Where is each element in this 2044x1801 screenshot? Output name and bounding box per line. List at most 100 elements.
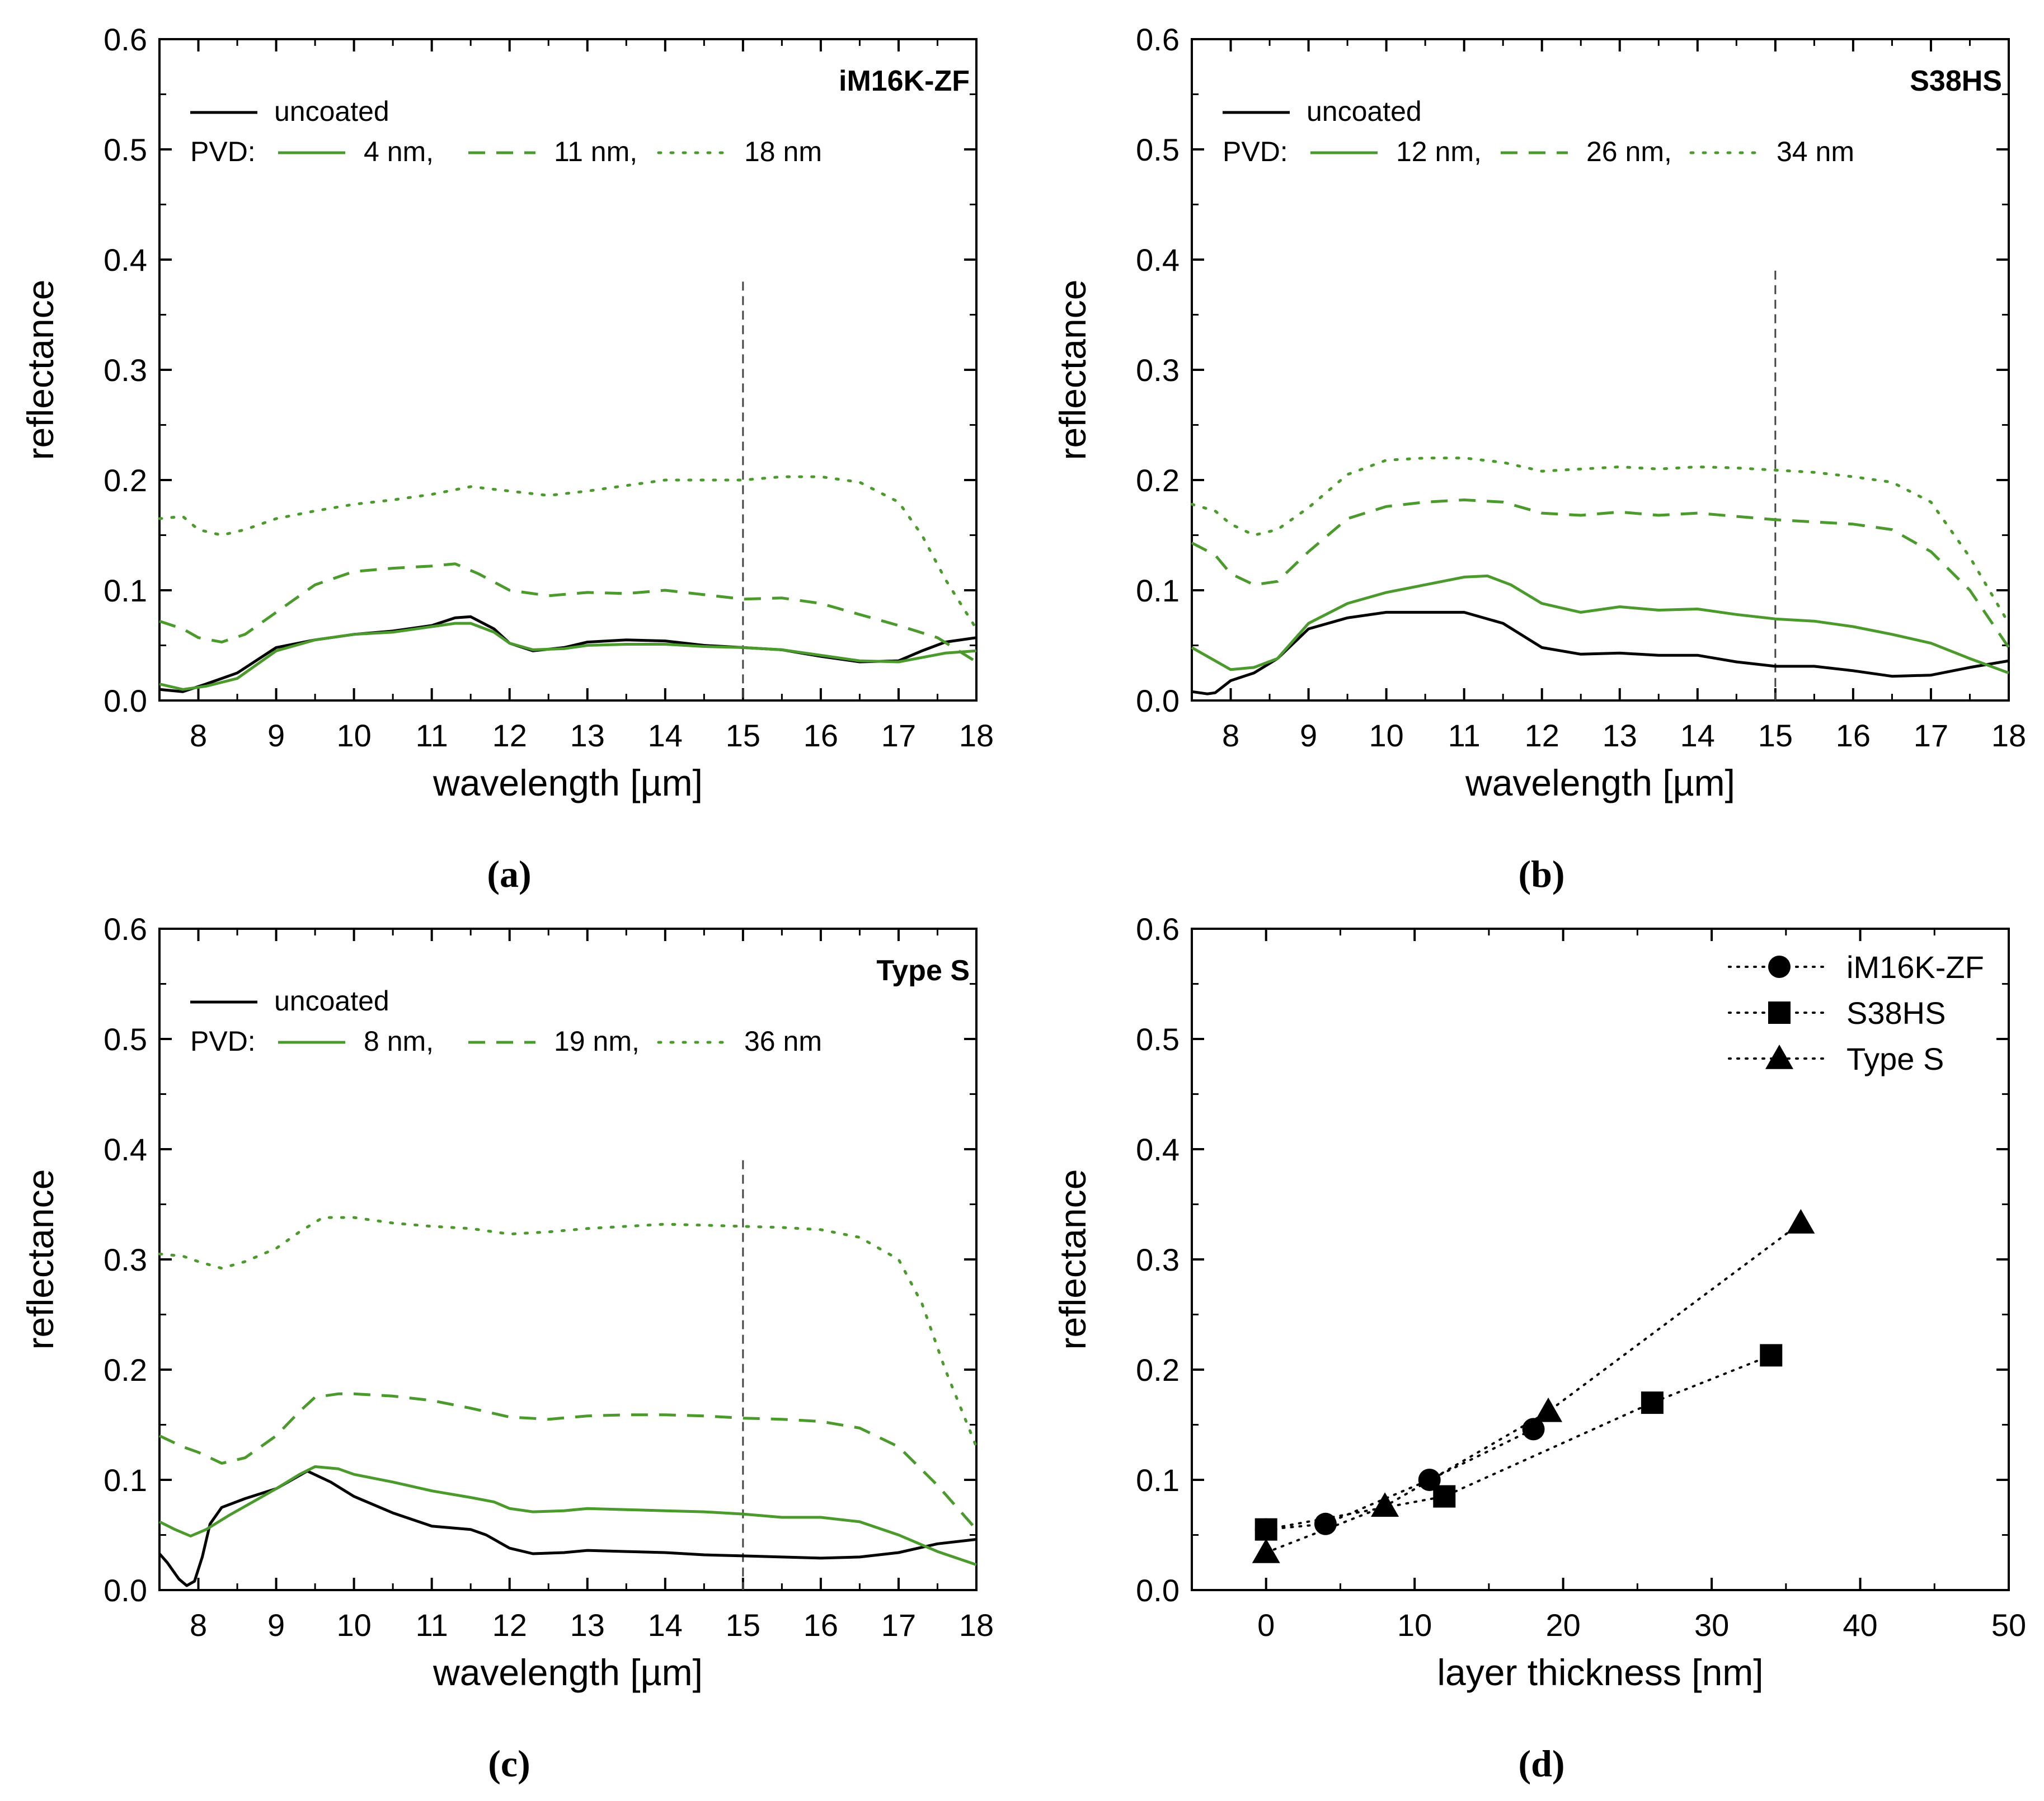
x-tick-label: 13 [1603,718,1637,753]
series-line-26-nm [1191,499,2010,648]
legend-label-uncoated: uncoated [274,985,389,1017]
x-tick-label: 18 [1991,718,2026,753]
legend-label-thickness: 19 nm, [554,1026,640,1057]
series-line-34-nm [1190,457,2010,625]
y-tick-label: 0.1 [104,573,147,608]
legend-marker-triangle [1765,1045,1793,1069]
legend-marker-circle [1768,956,1791,978]
panel-caption: (a) [487,853,531,895]
legend-label-thickness: 26 nm, [1586,136,1672,167]
data-point-triangle [1534,1397,1563,1422]
x-tick-label: 10 [1369,718,1403,753]
series-line-Type S [1265,1222,1802,1554]
legend-label: S38HS [1846,995,1946,1031]
x-tick-label: 20 [1545,1607,1580,1643]
y-tick-label: 0.2 [1136,1352,1180,1388]
x-tick-label: 9 [267,718,285,753]
series-line-S38HS [1265,1354,1773,1531]
x-tick-label: 14 [648,1607,683,1643]
y-tick-label: 0.3 [104,1242,147,1277]
x-tick-label: 11 [416,1607,448,1643]
y-tick-label: 0.1 [1136,1463,1180,1498]
x-tick-label: 13 [570,718,605,753]
y-tick-label: 0.5 [104,132,147,167]
data-point-triangle [1787,1208,1815,1234]
x-tick-label: 50 [1991,1607,2026,1643]
y-tick-label: 0.0 [1136,1573,1180,1608]
data-point-square [1433,1485,1456,1508]
x-tick-label: 9 [267,1607,285,1643]
data-point-square [1254,1518,1277,1541]
x-tick-label: 0 [1257,1607,1275,1643]
x-tick-label: 11 [1448,718,1481,753]
x-tick-label: 30 [1694,1607,1729,1643]
legend-label-pvd: PVD: [1223,136,1288,167]
x-axis-label: wavelength [µm] [433,762,703,803]
legend-label-thickness: 4 nm, [364,136,434,167]
y-tick-label: 0.4 [1136,242,1180,278]
legend-label-pvd: PVD: [190,1026,256,1057]
series-line-19-nm [158,1392,978,1531]
x-tick-label: 8 [190,1607,207,1643]
legend-label-thickness: 18 nm [744,136,822,167]
x-tick-label: 18 [959,718,994,753]
x-tick-label: 12 [492,718,527,753]
legend-label: Type S [1846,1041,1944,1076]
panel-caption: (d) [1518,1742,1564,1785]
legend-label: iM16K-ZF [1846,949,1984,985]
data-point-circle [1314,1512,1337,1535]
y-tick-label: 0.5 [104,1022,147,1057]
x-axis-label: layer thickness [nm] [1437,1652,1763,1693]
x-tick-label: 17 [881,1607,916,1643]
y-axis-label: reflectance [20,280,61,460]
y-tick-label: 0.3 [1136,352,1180,388]
panel-a-reflectance-chart: 0.0 0.1 0.2 0.3 0.4 0.5 0.6 8 9 10 11 12 13 14 15 16 17 1… [20,22,994,895]
x-tick-label: 17 [881,718,916,753]
y-tick-label: 0.4 [104,1132,147,1167]
x-tick-label: 18 [959,1607,994,1643]
x-tick-label: 8 [190,718,207,753]
y-tick-label: 0.2 [104,1352,147,1388]
legend-label-thickness: 34 nm [1777,136,1854,167]
x-tick-label: 15 [726,1607,760,1643]
data-point-square [1760,1344,1783,1367]
y-tick-label: 0.1 [1136,573,1180,608]
legend-label-thickness: 36 nm [744,1026,822,1057]
y-tick-label: 0.6 [104,911,147,947]
panel-title: S38HS [1910,65,2002,97]
y-tick-label: 0.2 [1136,463,1180,498]
y-axis-label: reflectance [1052,1169,1093,1350]
data-point-square [1641,1391,1664,1414]
series-line-18-nm [158,475,978,631]
y-tick-label: 0.0 [104,1573,147,1608]
y-tick-label: 0.6 [1136,22,1180,57]
legend-label-uncoated: uncoated [1307,96,1422,127]
x-tick-label: 8 [1222,718,1239,753]
series-line-4-nm [159,622,977,691]
x-axis-label: wavelength [µm] [1465,762,1735,803]
x-tick-label: 12 [1525,718,1559,753]
x-tick-label: 10 [336,718,371,753]
y-tick-label: 0.4 [104,242,147,278]
x-tick-label: 11 [416,718,448,753]
x-tick-label: 12 [492,1607,527,1643]
x-tick-label: 13 [570,1607,605,1643]
x-tick-label: 17 [1914,718,1948,753]
y-tick-label: 0.5 [1136,132,1180,167]
legend-label-thickness: 12 nm, [1396,136,1482,167]
legend-label-pvd: PVD: [190,136,256,167]
legend-label-uncoated: uncoated [274,96,389,127]
data-point-triangle [1252,1539,1280,1563]
panel-caption: (c) [488,1742,530,1785]
x-tick-label: 14 [648,718,683,753]
panel-title: iM16K-ZF [839,65,970,97]
x-tick-label: 9 [1300,718,1317,753]
x-tick-label: 15 [726,718,760,753]
series-line-36-nm [158,1216,978,1449]
x-tick-label: 16 [803,1607,838,1643]
panel-c-reflectance-chart: 0.0 0.1 0.2 0.3 0.4 0.5 0.6 8 9 10 11 12 13 14 15 16 17 1… [20,911,994,1785]
y-tick-label: 0.3 [104,352,147,388]
y-tick-label: 0.0 [1136,683,1180,718]
y-tick-label: 0.3 [1136,1242,1180,1277]
